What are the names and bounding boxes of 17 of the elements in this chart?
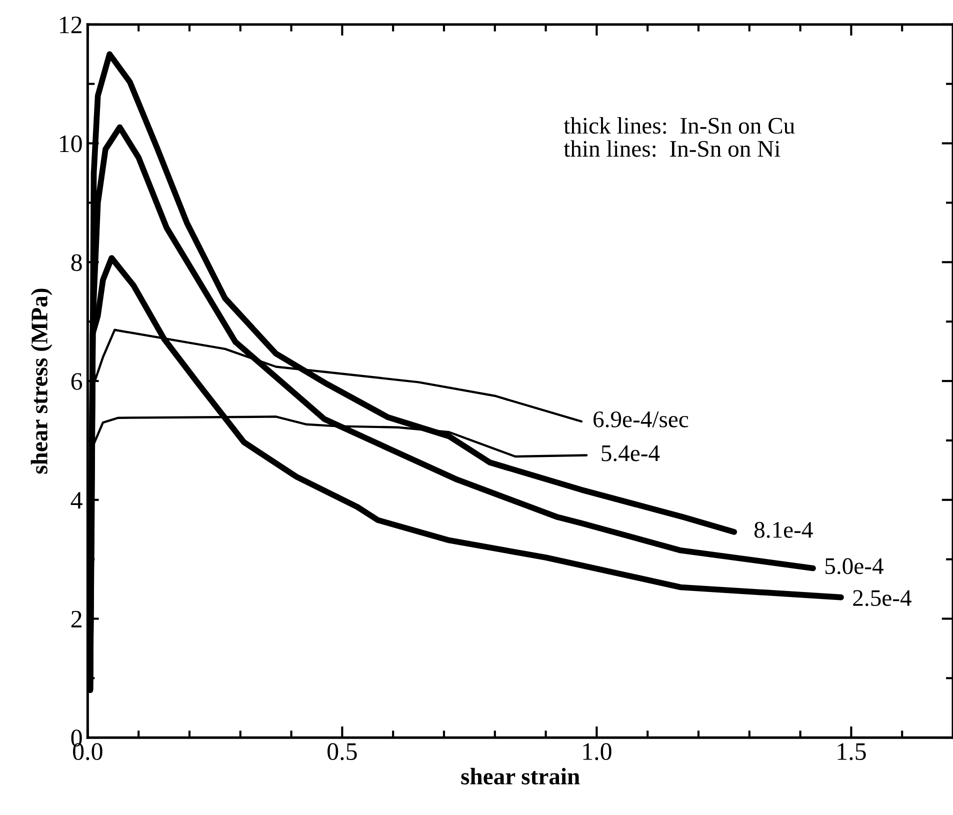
x-tick-label: 1.0 (583, 743, 612, 760)
y-tick-label: 12 (60, 16, 82, 34)
x-tick-label: 1.5 (838, 743, 866, 760)
annotation: thick lines: In-Sn on Cu thin lines: In-Sn on Ni (564, 117, 795, 157)
y-tick-label: 4 (70, 492, 82, 509)
x-axis-title: shear strain (461, 768, 580, 784)
y-axis-title: shear stress (MPa) (30, 288, 52, 474)
series-label: 5.4e-4 (602, 445, 660, 462)
series-label: 8.1e-4 (754, 522, 813, 538)
x-tick-label: 0.5 (328, 743, 357, 760)
series-label: 5.0e-4 (826, 558, 884, 574)
series-label: 6.9e-4/sec (594, 411, 688, 428)
y-tick-label: 6 (71, 373, 82, 390)
series-label: 2.5e-4 (853, 590, 912, 606)
y-tick-label: 10 (60, 135, 82, 152)
y-tick-label: 2 (71, 610, 82, 628)
y-tick-label: 8 (71, 254, 82, 272)
